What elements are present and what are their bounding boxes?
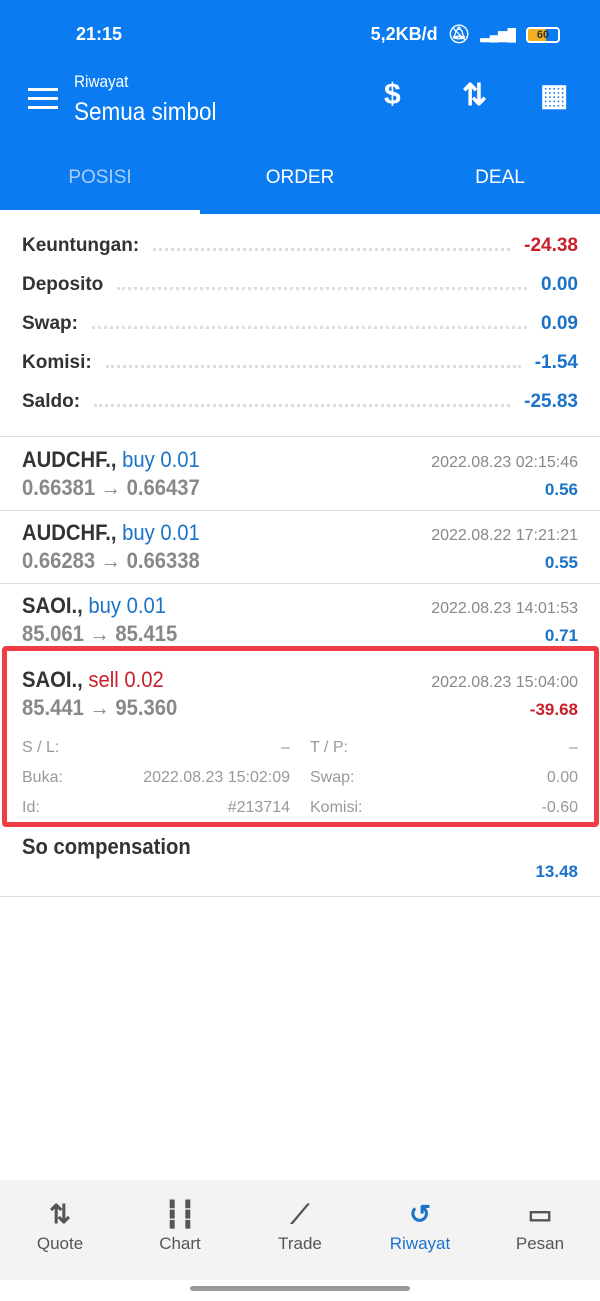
- swap-label: Swap:: [310, 769, 355, 786]
- quote-icon: ⇅: [49, 1199, 71, 1229]
- side: buy 0.01: [122, 520, 200, 545]
- symbol: So compensation: [22, 834, 191, 859]
- swap-value: 0.00: [546, 769, 578, 786]
- profit: 0.71: [544, 626, 578, 645]
- time: 2022.08.23 14:01:53: [431, 600, 578, 617]
- commission-value: -0.60: [541, 799, 578, 816]
- profit: 0.55: [544, 553, 578, 572]
- label: Swap:: [22, 312, 78, 334]
- messages-icon: ▭: [527, 1199, 553, 1229]
- label: Keuntungan:: [22, 234, 140, 256]
- nav-label: Trade: [278, 1234, 322, 1253]
- menu-icon[interactable]: [28, 88, 58, 110]
- bottom-nav: ⇅ Quote ┇┇ Chart ⟋ Trade ↺ Riwayat ▭ Pesan: [0, 1180, 600, 1280]
- id-value: #213714: [227, 799, 290, 816]
- nav-pesan[interactable]: ▭ Pesan: [480, 1180, 600, 1280]
- sort-icon[interactable]: ⇅: [462, 79, 488, 112]
- tab-posisi[interactable]: POSISI: [0, 142, 200, 214]
- value: -25.83: [524, 390, 578, 412]
- chart-icon: ┇┇: [164, 1199, 196, 1229]
- nav-label: Pesan: [515, 1234, 565, 1253]
- app-header: Riwayat Semua simbol $ ⇅ ▦: [0, 62, 600, 142]
- side: sell 0.02: [88, 667, 164, 692]
- symbol: SAOI.,: [22, 667, 83, 692]
- deal-row[interactable]: So compensation 13.48: [0, 834, 600, 882]
- side: buy 0.01: [122, 447, 200, 472]
- symbol-selector[interactable]: Semua simbol: [74, 98, 217, 126]
- tp-value: –: [569, 739, 578, 756]
- trade-icon: ⟋: [290, 1199, 310, 1229]
- value: 0.00: [541, 273, 578, 295]
- open-value: 2022.08.23 15:02:09: [143, 769, 290, 786]
- tab-deal[interactable]: DEAL: [475, 167, 525, 188]
- label: Komisi:: [22, 351, 92, 373]
- home-indicator[interactable]: [190, 1286, 410, 1291]
- deal-row[interactable]: AUDCHF., buy 0.01 2022.08.23 02:15:46 0.6…: [0, 447, 600, 501]
- profit: -39.68: [529, 700, 578, 719]
- network-speed: 5,2KB/d: [370, 24, 438, 44]
- value: -1.54: [534, 351, 578, 373]
- calendar-icon[interactable]: ▦: [540, 79, 569, 112]
- tab-bar: POSISI ORDER DEAL: [0, 142, 600, 214]
- summary: Keuntungan: -24.38 Deposito 0.00 Swap: 0.09…: [0, 226, 600, 421]
- nav-quote[interactable]: ⇅ Quote: [0, 1180, 120, 1280]
- header-subtitle: Riwayat: [74, 72, 129, 91]
- symbol: AUDCHF.,: [22, 447, 117, 472]
- nav-label: Quote: [36, 1234, 84, 1253]
- deal-row[interactable]: SAOI., buy 0.01 2022.08.23 14:01:53 85.06…: [0, 593, 600, 647]
- history-icon: ↺: [409, 1199, 431, 1229]
- currency-exchange-icon[interactable]: $: [384, 78, 401, 111]
- deal-details: S / L: – T / P: – Buka: 2022.08.23 15:02:09…: [22, 733, 578, 823]
- label: Deposito: [22, 273, 104, 295]
- value: 0.09: [541, 312, 578, 334]
- commission-label: Komisi:: [310, 799, 363, 816]
- label: Saldo:: [22, 390, 81, 412]
- profit: 0.56: [544, 480, 578, 499]
- deal-row-expanded[interactable]: SAOI., sell 0.02 2022.08.23 15:04:00 85.4…: [0, 667, 600, 823]
- prices: 85.441 → 95.360: [22, 695, 178, 720]
- clock: 21:15: [76, 24, 123, 44]
- nav-chart[interactable]: ┇┇ Chart: [120, 1180, 240, 1280]
- sl-label: S / L:: [22, 739, 60, 756]
- time: 2022.08.22 17:21:21: [431, 527, 578, 544]
- sl-value: –: [281, 739, 290, 756]
- prices: 0.66381 → 0.66437: [22, 475, 200, 500]
- summary-commission: Komisi: -1.54: [0, 343, 600, 382]
- signal-icon: ▂▄▆█: [480, 27, 516, 42]
- value: -24.38: [524, 234, 578, 256]
- side: buy 0.01: [88, 593, 167, 618]
- open-label: Buka:: [22, 769, 63, 786]
- time: 2022.08.23 15:04:00: [431, 674, 578, 691]
- profit: 13.48: [535, 862, 578, 881]
- nav-label: Chart: [159, 1234, 201, 1253]
- battery-icon: 60: [526, 26, 560, 43]
- summary-balance: Saldo: -25.83: [0, 382, 600, 421]
- deal-row[interactable]: AUDCHF., buy 0.01 2022.08.22 17:21:21 0.6…: [0, 520, 600, 574]
- summary-swap: Swap: 0.09: [0, 304, 600, 343]
- summary-deposit: Deposito 0.00: [0, 265, 600, 304]
- tab-order[interactable]: ORDER: [265, 167, 335, 188]
- highlight-box: [2, 646, 599, 827]
- prices: 0.66283 → 0.66338: [22, 548, 200, 573]
- prices: 85.061 → 85.415: [22, 621, 178, 646]
- symbol: AUDCHF.,: [22, 520, 117, 545]
- time: 2022.08.23 02:15:46: [431, 454, 578, 471]
- id-label: Id:: [22, 799, 40, 816]
- nav-trade[interactable]: ⟋ Trade: [240, 1180, 360, 1280]
- nav-label: Riwayat: [389, 1234, 451, 1253]
- mute-icon: 🔕︎: [447, 24, 471, 44]
- status-bar: 21:15 5,2KB/d 🔕︎ ▂▄▆█ 60: [0, 0, 600, 62]
- symbol: SAOI.,: [22, 593, 83, 618]
- summary-profit: Keuntungan: -24.38: [0, 226, 600, 265]
- tp-label: T / P:: [310, 739, 348, 756]
- nav-riwayat[interactable]: ↺ Riwayat: [360, 1180, 480, 1280]
